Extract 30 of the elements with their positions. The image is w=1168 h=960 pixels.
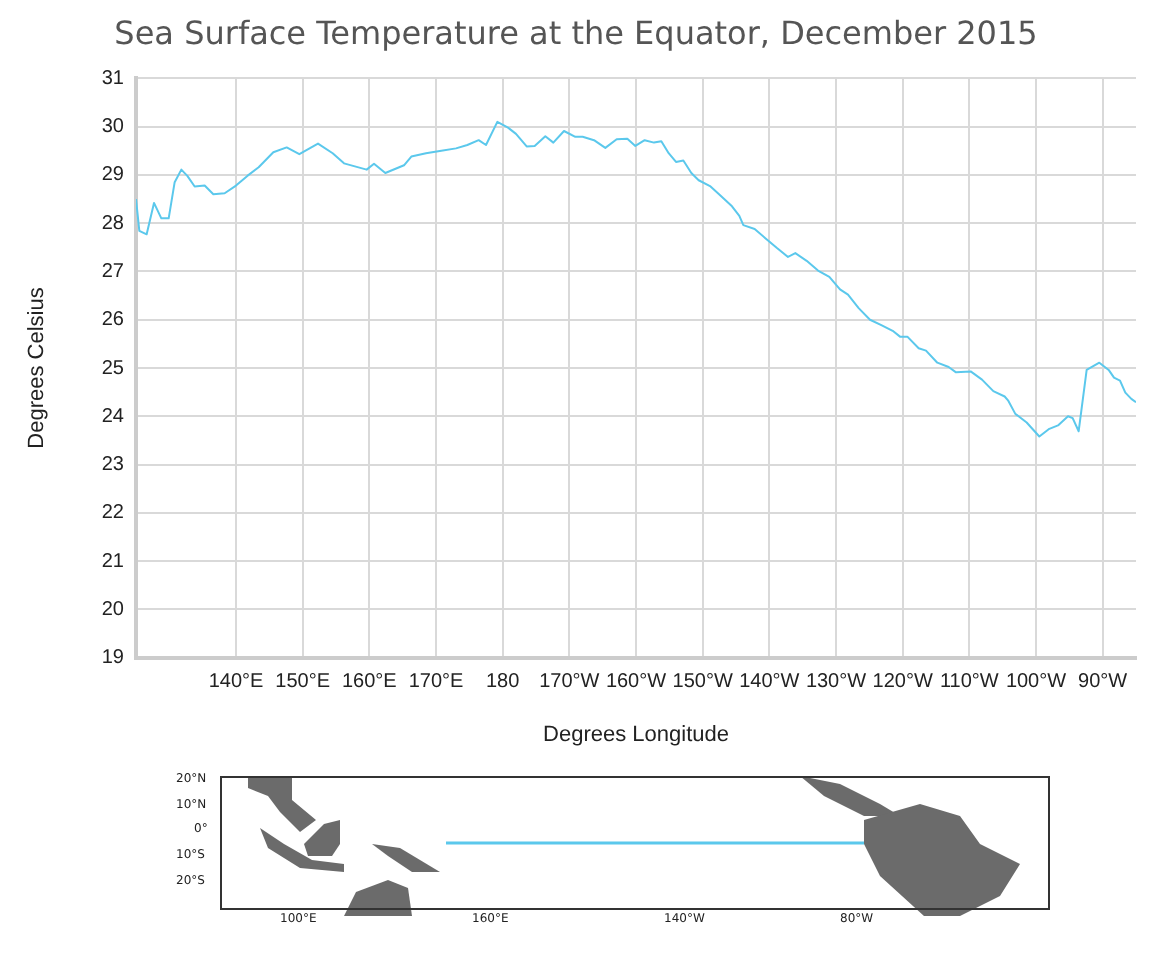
x-tick-label: 170°E (408, 671, 465, 694)
x-tick-label: 140°E (208, 671, 265, 694)
y-tick-label: 29 (101, 164, 125, 187)
x-tick-label: 130°W (805, 671, 868, 694)
x-tick-label: 180 (485, 671, 521, 694)
y-tick-label: 22 (101, 502, 125, 525)
y-tick-label: 23 (101, 454, 125, 477)
x-tick-label: 170°W (539, 671, 601, 694)
chart-title: Sea Surface Temperature at the Equator, December 2015 (114, 13, 1038, 52)
x-tick-label: 90°W (1078, 671, 1129, 694)
y-tick-label: 30 (101, 116, 125, 139)
y-tick-label: 27 (101, 260, 125, 283)
x-tick-label: 120°W (872, 671, 934, 694)
y-axis-title: Degrees Celsius (25, 286, 50, 449)
x-tick-label: 150°E (275, 671, 331, 694)
x-tick-label: 160°E (341, 671, 398, 694)
y-tick-label: 21 (101, 550, 125, 573)
y-tick-label: 24 (101, 405, 125, 428)
x-tick-label: 140°W (739, 671, 801, 694)
y-tick-label: 28 (101, 212, 125, 235)
x-tick-label: 110°W (939, 671, 1000, 694)
y-tick-label: 26 (101, 309, 125, 332)
y-tick-label: 19 (101, 647, 125, 670)
y-tick-label: 25 (101, 357, 125, 380)
x-axis-title: Degrees Longitude (543, 722, 729, 747)
x-tick-label: 150°W (672, 671, 734, 694)
y-tick-label: 31 (101, 67, 125, 90)
x-tick-label: 100°W (1005, 671, 1068, 694)
x-tick-label: 160°W (605, 671, 668, 694)
y-tick-label: 20 (101, 598, 125, 621)
